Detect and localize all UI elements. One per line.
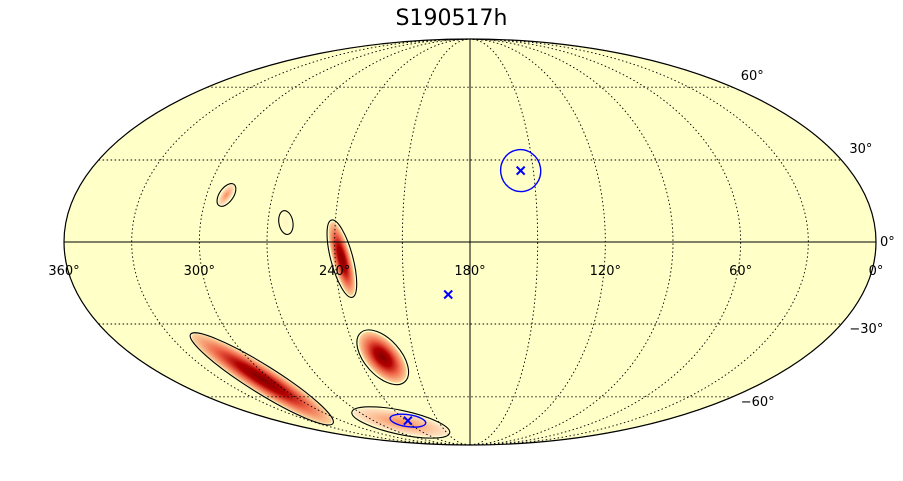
meridian-line <box>401 39 471 445</box>
longitude-tick-label: 60° <box>729 264 752 279</box>
map-title: S190517h <box>395 6 508 31</box>
localization-circle <box>389 413 427 428</box>
localization-circle <box>499 148 542 193</box>
meridian-line <box>198 39 471 445</box>
meridian-line <box>469 39 742 445</box>
latitude-tick-label: −30° <box>849 322 883 337</box>
credible-contour <box>356 329 410 386</box>
credible-contour <box>326 219 358 298</box>
probability-region <box>191 334 332 424</box>
latitude-tick-label: −60° <box>741 395 775 410</box>
map-border <box>63 38 877 446</box>
meridian-line <box>469 39 809 445</box>
cross-marker <box>515 165 526 176</box>
meridian-line <box>469 39 539 445</box>
credible-contour <box>351 406 451 439</box>
latitude-tick-label: 60° <box>741 69 764 84</box>
probability-region <box>358 331 407 383</box>
meridian-line <box>131 39 471 445</box>
longitude-tick-label: 180° <box>454 264 485 279</box>
longitude-tick-label: 300° <box>184 264 215 279</box>
meridian-line <box>334 39 471 445</box>
latitude-tick-label: 30° <box>849 142 872 157</box>
meridian-line <box>469 39 606 445</box>
probability-region <box>328 221 355 296</box>
credible-contour <box>189 332 334 426</box>
credible-contour <box>216 183 237 207</box>
credible-contour <box>278 210 294 235</box>
latitude-tick-label: 0° <box>880 235 895 250</box>
longitude-tick-label: 360° <box>48 264 79 279</box>
longitude-tick-label: 120° <box>590 264 621 279</box>
probability-region <box>218 184 235 206</box>
cross-marker <box>403 415 413 426</box>
longitude-tick-label: 240° <box>319 264 350 279</box>
cross-marker <box>443 289 453 300</box>
probability-region <box>353 408 448 437</box>
longitude-tick-label: 0° <box>869 264 884 279</box>
probability-region <box>280 212 292 233</box>
